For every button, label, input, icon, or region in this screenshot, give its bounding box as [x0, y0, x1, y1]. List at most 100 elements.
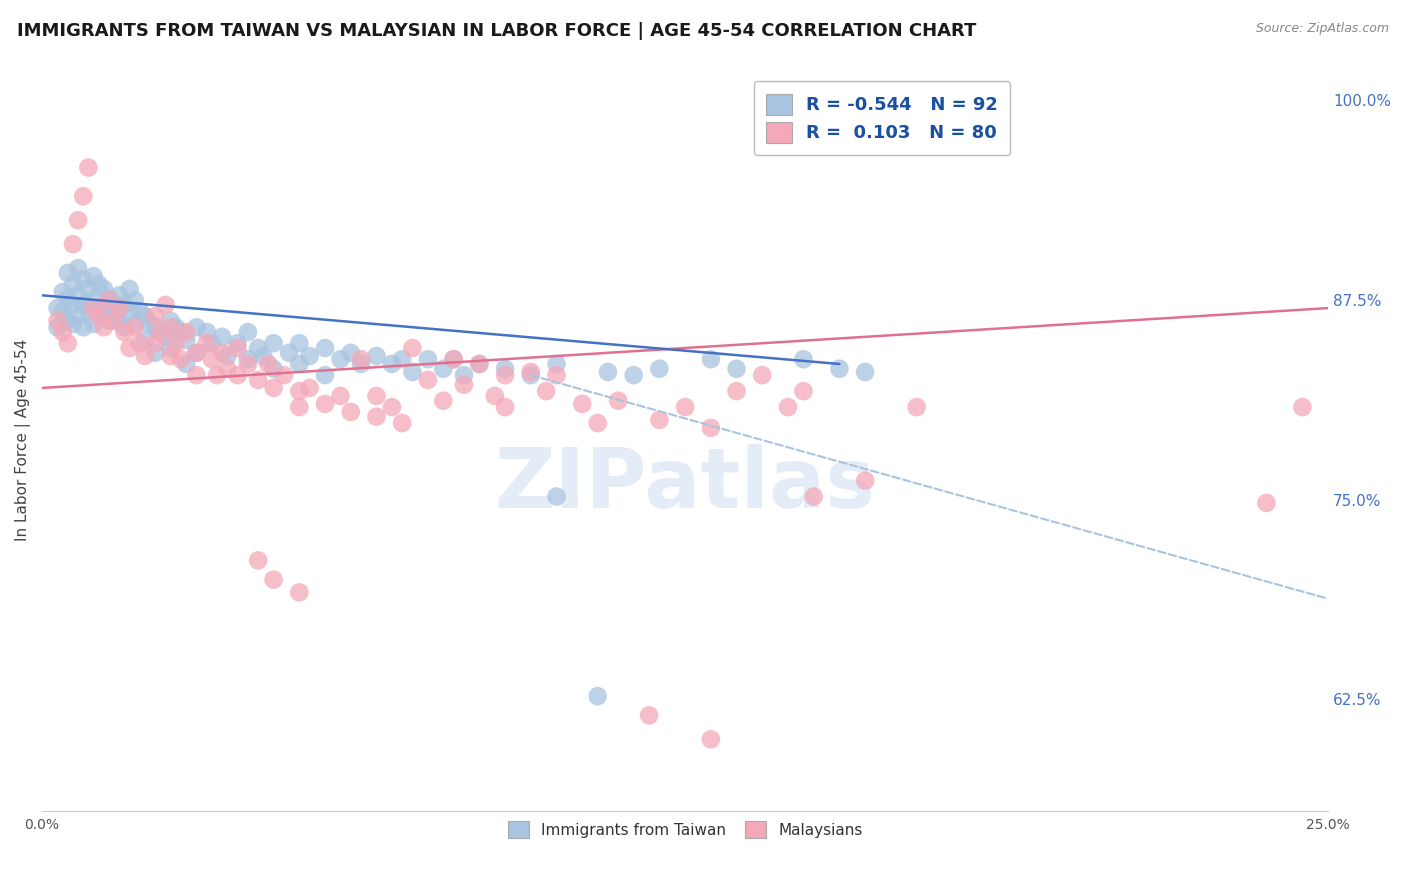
Point — [211, 346, 233, 360]
Point — [263, 361, 285, 376]
Point — [520, 365, 543, 379]
Point — [586, 416, 609, 430]
Point — [314, 368, 336, 383]
Point — [195, 336, 218, 351]
Point — [62, 237, 84, 252]
Point — [314, 397, 336, 411]
Point — [1256, 496, 1278, 510]
Point — [108, 301, 131, 315]
Point — [226, 336, 249, 351]
Point — [124, 317, 146, 331]
Point — [596, 365, 619, 379]
Point — [623, 368, 645, 383]
Point — [205, 368, 228, 383]
Point — [143, 336, 166, 351]
Point — [776, 400, 799, 414]
Point — [174, 333, 197, 347]
Point — [77, 304, 100, 318]
Point — [174, 325, 197, 339]
Point — [62, 298, 84, 312]
Point — [853, 365, 876, 379]
Point — [143, 346, 166, 360]
Point — [67, 309, 90, 323]
Point — [56, 292, 79, 306]
Point — [853, 474, 876, 488]
Point — [401, 365, 423, 379]
Point — [263, 573, 285, 587]
Point — [905, 400, 928, 414]
Point — [134, 333, 156, 347]
Point — [46, 314, 69, 328]
Point — [87, 309, 110, 323]
Point — [673, 400, 696, 414]
Point — [149, 325, 172, 339]
Point — [288, 336, 311, 351]
Point — [186, 346, 208, 360]
Point — [124, 293, 146, 307]
Point — [339, 346, 361, 360]
Point — [186, 368, 208, 383]
Point — [391, 352, 413, 367]
Point — [298, 381, 321, 395]
Point — [67, 213, 90, 227]
Point — [52, 285, 75, 299]
Point — [72, 272, 94, 286]
Point — [62, 317, 84, 331]
Point — [72, 298, 94, 312]
Point — [443, 352, 465, 367]
Point — [83, 301, 105, 315]
Point — [139, 317, 162, 331]
Point — [350, 352, 373, 367]
Point — [143, 309, 166, 323]
Point — [83, 269, 105, 284]
Point — [828, 361, 851, 376]
Point — [792, 352, 814, 367]
Point — [700, 732, 723, 747]
Point — [453, 368, 475, 383]
Point — [83, 293, 105, 307]
Point — [803, 490, 825, 504]
Point — [263, 336, 285, 351]
Point — [128, 304, 150, 318]
Point — [725, 361, 748, 376]
Point — [201, 352, 224, 367]
Point — [366, 349, 388, 363]
Point — [118, 341, 141, 355]
Point — [67, 261, 90, 276]
Point — [67, 288, 90, 302]
Point — [46, 301, 69, 315]
Point — [103, 314, 125, 328]
Point — [201, 336, 224, 351]
Point — [329, 389, 352, 403]
Point — [520, 368, 543, 383]
Point — [108, 314, 131, 328]
Point — [226, 368, 249, 383]
Point — [391, 416, 413, 430]
Point — [536, 384, 558, 398]
Point — [381, 357, 404, 371]
Point — [329, 352, 352, 367]
Point — [165, 336, 187, 351]
Point — [638, 708, 661, 723]
Point — [87, 301, 110, 315]
Point — [252, 349, 274, 363]
Point — [103, 298, 125, 312]
Point — [257, 357, 280, 371]
Point — [648, 413, 671, 427]
Point — [792, 384, 814, 398]
Point — [134, 309, 156, 323]
Point — [263, 381, 285, 395]
Point — [159, 320, 181, 334]
Point — [155, 298, 177, 312]
Point — [546, 357, 568, 371]
Point — [56, 266, 79, 280]
Point — [93, 304, 115, 318]
Point — [112, 325, 135, 339]
Point — [236, 352, 259, 367]
Point — [165, 320, 187, 334]
Point — [366, 409, 388, 424]
Text: IMMIGRANTS FROM TAIWAN VS MALAYSIAN IN LABOR FORCE | AGE 45-54 CORRELATION CHART: IMMIGRANTS FROM TAIWAN VS MALAYSIAN IN L… — [17, 22, 976, 40]
Point — [1291, 400, 1313, 414]
Point — [273, 368, 295, 383]
Point — [112, 320, 135, 334]
